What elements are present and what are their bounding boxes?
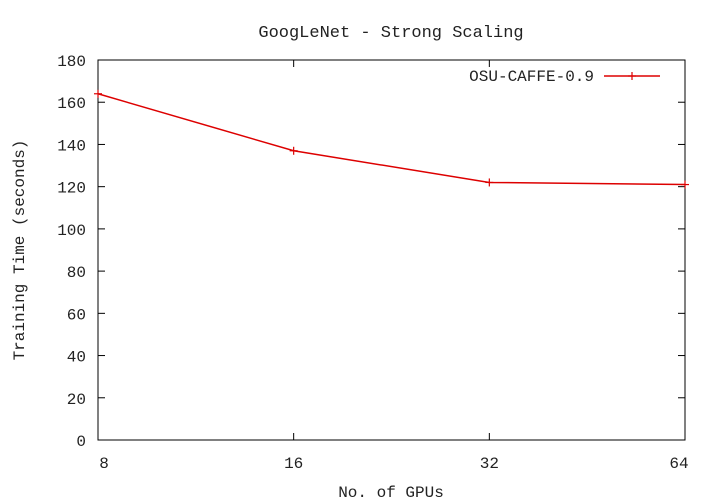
y-axis-label: Training Time (seconds) — [11, 140, 29, 361]
y-tick-label-40: 40 — [67, 349, 86, 367]
y-tick-label-140: 140 — [57, 137, 86, 155]
data-point-16 — [289, 146, 298, 155]
x-tick-label-8: 8 — [99, 455, 109, 473]
x-tick-label-16: 16 — [284, 455, 303, 473]
x-tick-label-64: 64 — [669, 455, 688, 473]
x-tick-label-32: 32 — [480, 455, 499, 473]
data-point-32 — [485, 178, 494, 187]
legend: OSU-CAFFE-0.9 — [469, 68, 660, 86]
x-axis-label: No. of GPUs — [338, 484, 444, 502]
y-tick-label-0: 0 — [76, 433, 86, 451]
y-tick-label-20: 20 — [67, 391, 86, 409]
data-point-64 — [681, 180, 689, 189]
y-tick-label-80: 80 — [67, 264, 86, 282]
y-tick-label-120: 120 — [57, 180, 86, 198]
y-tick-label-180: 180 — [57, 53, 86, 71]
legend-marker — [628, 72, 636, 80]
y-axis: 0 20 40 60 80 100 120 140 160 180 — [57, 53, 685, 451]
y-tick-label-60: 60 — [67, 306, 86, 324]
data-point-8 — [94, 89, 102, 98]
y-tick-label-100: 100 — [57, 222, 86, 240]
legend-label: OSU-CAFFE-0.9 — [469, 68, 594, 86]
x-axis: 8 16 32 64 — [97, 60, 689, 473]
series-layer — [94, 89, 689, 189]
y-tick-label-160: 160 — [57, 95, 86, 113]
plot-frame — [97, 59, 686, 441]
chart-title: GoogLeNet - Strong Scaling — [258, 24, 523, 43]
series-line-0 — [97, 93, 686, 186]
